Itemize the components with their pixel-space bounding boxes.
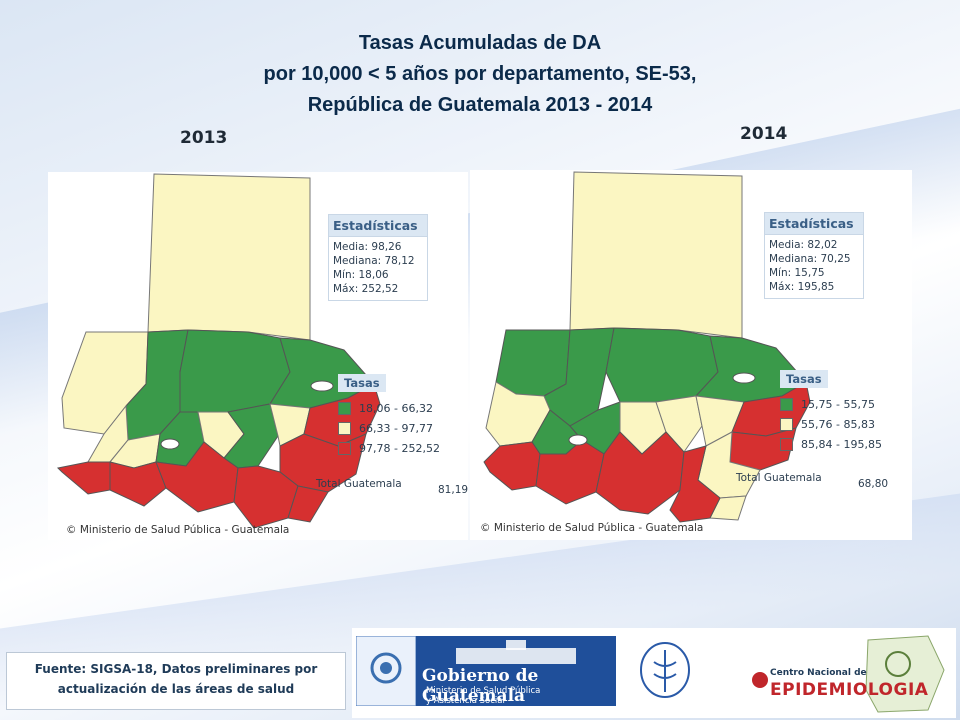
region-jutiapa xyxy=(287,485,329,523)
stats-max-2014: Máx: 195,85 xyxy=(769,281,835,293)
map-2013 xyxy=(56,173,381,529)
total-label: Total Guatemala xyxy=(736,472,822,484)
gov-sub: Ministerio de Salud Pública y Asistencia… xyxy=(426,686,540,706)
legend-item-2014-mid: 55,76 - 85,83 xyxy=(780,414,882,434)
title-line-1: Tasas Acumuladas de DA xyxy=(358,32,602,54)
stats-min-2013: Mín: 18,06 xyxy=(333,269,389,281)
stats-mediana-2013: Mediana: 78,12 xyxy=(333,255,415,267)
epidemiologia-map-icon xyxy=(752,635,945,713)
legend-swatch-red xyxy=(338,441,351,455)
map-panel-2013: Estadísticas Media: 98,26 Mediana: 78,12… xyxy=(48,172,468,540)
legend-item-2013-mid: 66,33 - 97,77 xyxy=(338,418,440,438)
logo-strip: Gobierno de Guatemala Ministerio de Salu… xyxy=(352,628,956,718)
legend-label: 85,84 - 195,85 xyxy=(801,437,882,451)
total-guatemala-2013: Total Guatemala 81,19 xyxy=(316,478,468,496)
legend-title-2014: Tasas xyxy=(780,370,828,388)
region-peten xyxy=(569,171,743,339)
gobierno-de-guatemala-logo: Gobierno de Guatemala Ministerio de Salu… xyxy=(416,636,616,706)
legend-swatch-green xyxy=(780,397,793,411)
stats-box-2013: Estadísticas Media: 98,26 Mediana: 78,12… xyxy=(328,214,428,301)
health-caduceus-icon xyxy=(640,642,690,698)
source-note: Fuente: SIGSA-18, Datos preliminares por… xyxy=(6,652,346,710)
region-huehuetenango xyxy=(495,329,571,397)
stats-max-2013: Máx: 252,52 xyxy=(333,283,399,295)
legend-2013: Tasas 18,06 - 66,32 66,33 - 97,77 97,78 … xyxy=(338,374,440,458)
page-title: Tasas Acumuladas de DA por 10,000 < 5 añ… xyxy=(0,28,960,121)
total-label: Total Guatemala xyxy=(316,478,402,490)
lake-atitlan xyxy=(568,434,588,446)
lake-izabal xyxy=(310,380,334,392)
stats-title-2013: Estadísticas xyxy=(329,215,427,237)
legend-swatch-yellow xyxy=(780,417,793,431)
stats-media-2014: Media: 82,02 xyxy=(769,239,838,251)
gov-sub-line-1: Ministerio de Salud Pública xyxy=(426,686,541,696)
total-value: 68,80 xyxy=(858,478,889,490)
legend-label: 66,33 - 97,77 xyxy=(359,421,433,435)
year-label-2013: 2013 xyxy=(180,128,228,148)
map-2014 xyxy=(483,171,811,523)
source-line-1: Fuente: SIGSA-18, Datos preliminares por xyxy=(34,662,318,676)
region-santa-rosa xyxy=(669,445,721,523)
copyright-2014: © Ministerio de Salud Pública - Guatemal… xyxy=(480,522,704,534)
lake-izabal xyxy=(732,372,756,384)
stats-title-2014: Estadísticas xyxy=(765,213,863,235)
title-line-3: República de Guatemala 2013 - 2014 xyxy=(307,94,653,116)
legend-item-2014-high: 85,84 - 195,85 xyxy=(780,434,882,454)
legend-label: 18,06 - 66,32 xyxy=(359,401,433,415)
guatemala-coat-of-arms-icon xyxy=(356,636,416,706)
legend-swatch-green xyxy=(338,401,351,415)
gov-sub-line-2: y Asistencia Social xyxy=(426,696,505,706)
legend-label: 97,78 - 252,52 xyxy=(359,441,440,455)
gov-name: Gobierno de Guatemala xyxy=(422,666,539,706)
copyright-2013: © Ministerio de Salud Pública - Guatemal… xyxy=(66,524,290,536)
legend-label: 55,76 - 85,83 xyxy=(801,417,875,431)
stats-min-2014: Mín: 15,75 xyxy=(769,267,825,279)
legend-swatch-yellow xyxy=(338,421,351,435)
stats-mediana-2014: Mediana: 70,25 xyxy=(769,253,851,265)
legend-title-2013: Tasas xyxy=(338,374,386,392)
map-panel-2014: Estadísticas Media: 82,02 Mediana: 70,25… xyxy=(470,170,912,540)
epi-small-text: Centro Nacional de xyxy=(770,668,867,678)
region-san-marcos xyxy=(56,461,111,495)
total-value: 81,19 xyxy=(438,484,469,496)
legend-swatch-red xyxy=(780,437,793,451)
stats-box-2014: Estadísticas Media: 82,02 Mediana: 70,25… xyxy=(764,212,864,299)
legend-item-2013-high: 97,78 - 252,52 xyxy=(338,438,440,458)
epi-big-text: EPIDEMIOLOGIA xyxy=(770,680,929,700)
legend-2014: Tasas 15,75 - 55,75 55,76 - 85,83 85,84 … xyxy=(780,370,882,454)
year-label-2014: 2014 xyxy=(740,124,788,144)
legend-item-2014-low: 15,75 - 55,75 xyxy=(780,394,882,414)
region-mid-4 xyxy=(655,395,703,453)
source-line-2: actualización de las áreas de salud xyxy=(57,682,295,696)
region-san-marcos xyxy=(483,441,541,491)
region-peten xyxy=(147,173,311,341)
legend-item-2013-low: 18,06 - 66,32 xyxy=(338,398,440,418)
title-line-2: por 10,000 < 5 años por departamento, SE… xyxy=(263,63,697,85)
lake-atitlan xyxy=(160,438,180,450)
region-retalhuleu xyxy=(109,461,167,507)
total-guatemala-2014: Total Guatemala 68,80 xyxy=(736,472,888,490)
palace-icon xyxy=(456,640,576,664)
legend-label: 15,75 - 55,75 xyxy=(801,397,875,411)
stats-media-2013: Media: 98,26 xyxy=(333,241,402,253)
